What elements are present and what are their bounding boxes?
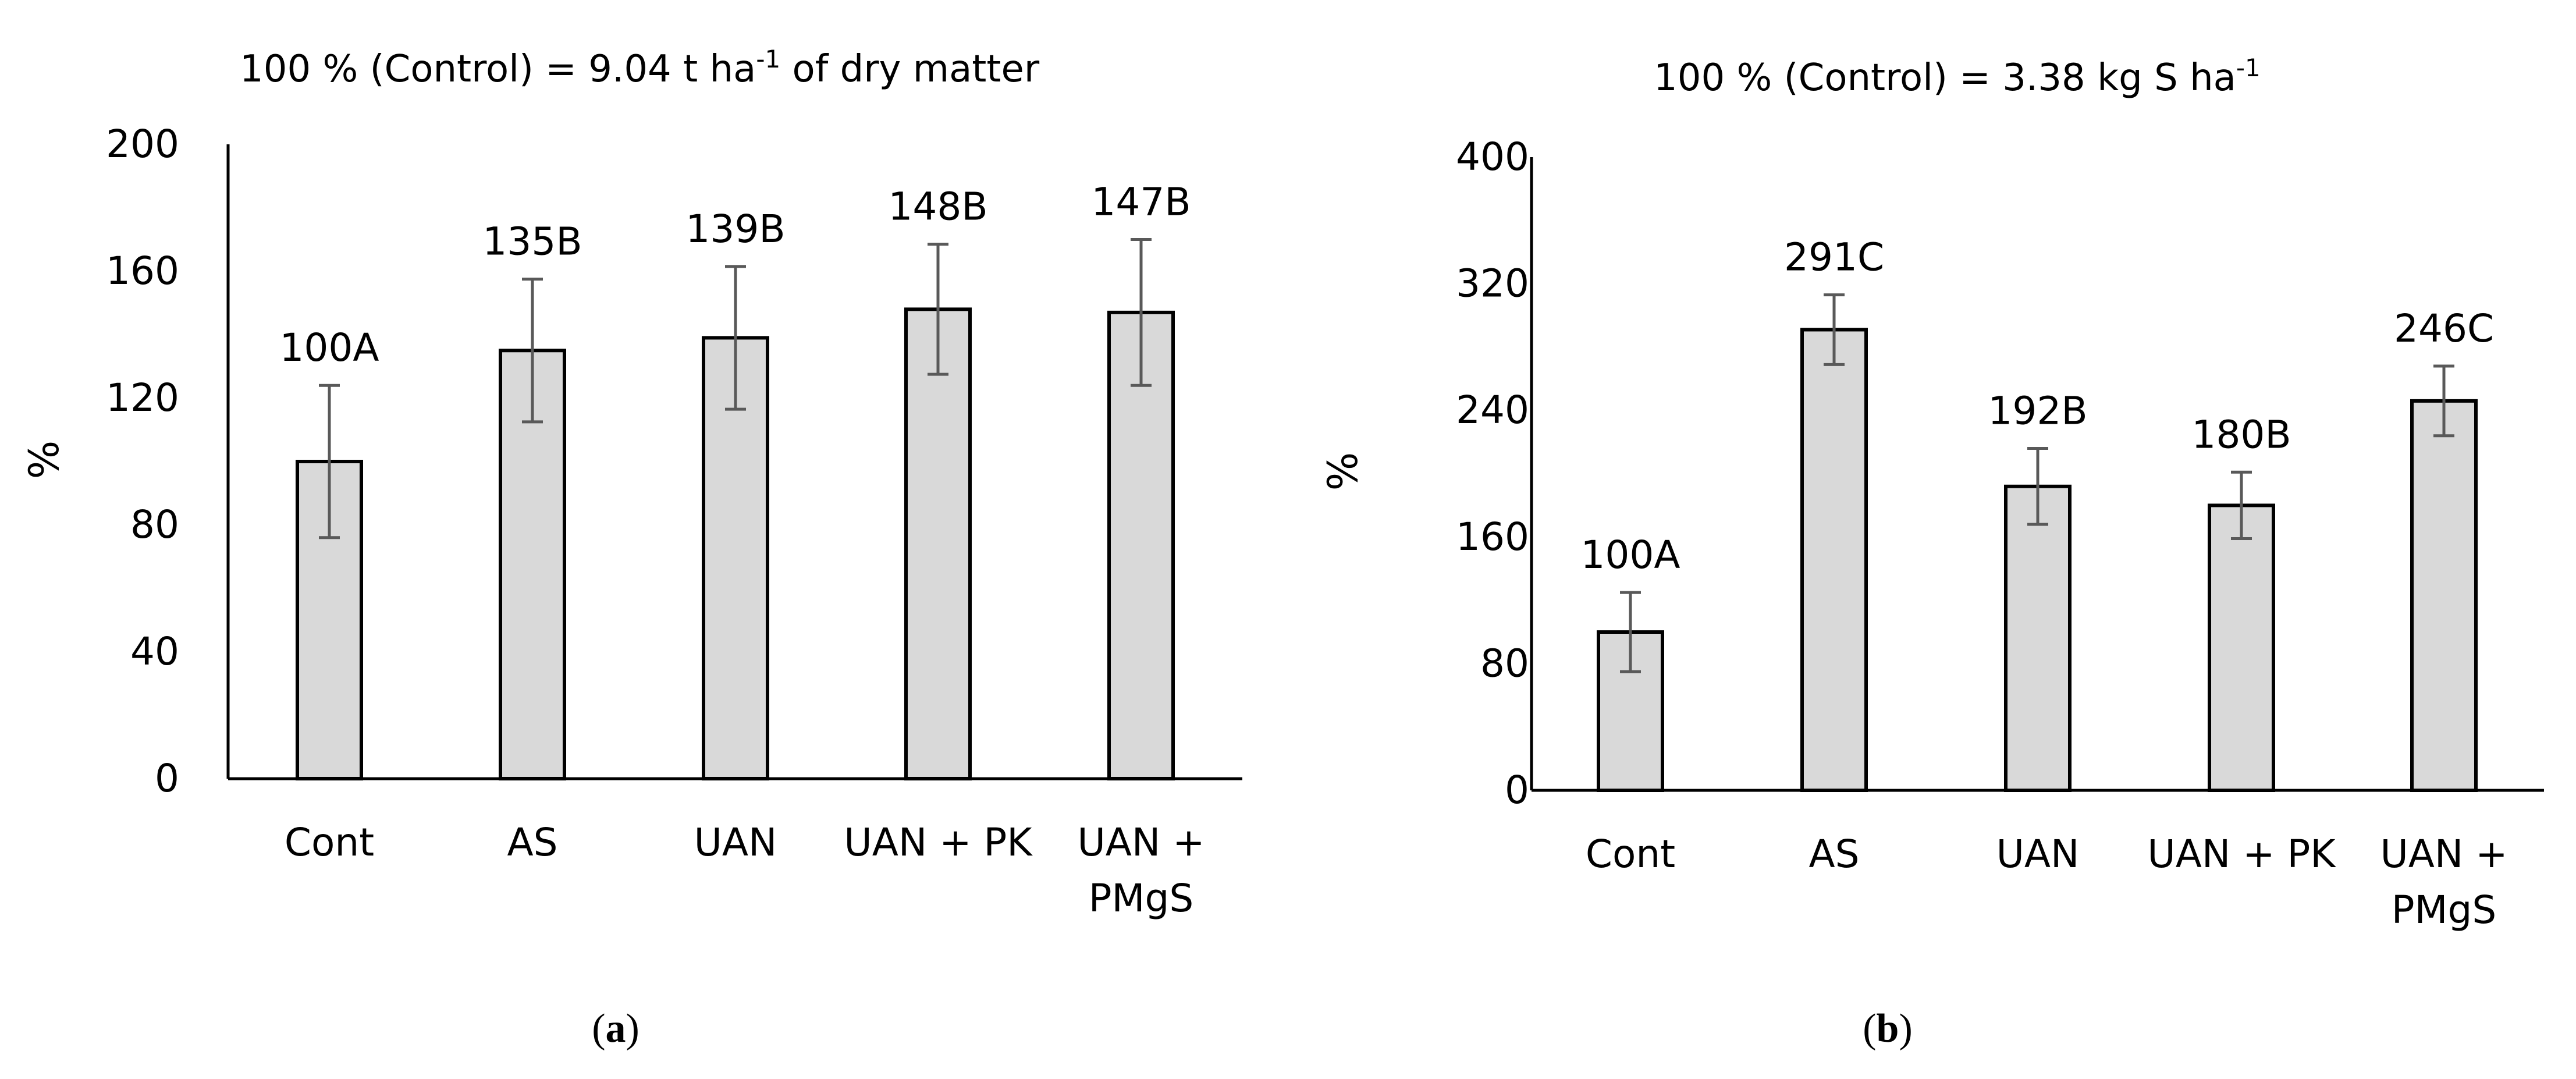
data-label: 135B [482, 219, 582, 264]
x-tick-label-line: AS [1808, 832, 1859, 876]
x-tick-label-line: UAN + PK [2147, 832, 2336, 876]
panel-label: (b) [1863, 1006, 1913, 1051]
chart-title: 100 % (Control) = 3.38 kg S ha-1 [1654, 54, 2261, 100]
bar [904, 307, 972, 780]
x-tick-label-line: UAN [1996, 832, 2080, 876]
chart-title-superscript: -1 [2236, 54, 2261, 82]
x-tick-label-line: UAN + [2380, 832, 2507, 876]
y-tick-label: 200 [106, 122, 179, 166]
x-tick-label-line: PMgS [1089, 876, 1194, 921]
x-tick-label-line: UAN + [1077, 820, 1204, 865]
chart-panel-b: 100 % (Control) = 3.38 kg S ha-1 0 80 160 24… [1319, 54, 2544, 1051]
y-tick-label: 0 [1505, 768, 1529, 812]
y-tick-label: 160 [106, 249, 179, 293]
data-label: 100A [1580, 533, 1680, 577]
y-tick-label: 160 [1456, 514, 1529, 559]
data-label: 100A [279, 325, 379, 370]
data-label: 147B [1091, 180, 1191, 225]
panel-label-open: ( [1863, 1006, 1876, 1051]
y-tick-label: 400 [1456, 134, 1529, 179]
bar [499, 349, 566, 780]
x-tick-label: AS [507, 820, 557, 865]
x-tick-label: UAN + PMgS [2380, 832, 2507, 932]
y-tick-label: 120 [106, 375, 179, 420]
chart-title-main: 100 % (Control) = 3.38 kg S ha [1654, 56, 2236, 100]
x-tick-label: Cont [1586, 832, 1675, 876]
chart-panel-a: 100 % (Control) = 9.04 t ha-1 of dry mat… [20, 45, 1242, 1051]
x-tick-label: UAN [694, 820, 777, 865]
y-tick-label: 240 [1456, 388, 1529, 432]
panel-label-open: ( [592, 1006, 605, 1051]
data-label: 139B [685, 207, 785, 251]
x-tick-label: UAN + PK [844, 820, 1033, 865]
y-tick-label: 40 [130, 629, 179, 674]
panel-label-letter: a [606, 1006, 626, 1051]
x-tick-label-line: Cont [1586, 832, 1675, 876]
chart-title-suffix: of dry matter [780, 48, 1040, 91]
y-axis-label: % [20, 441, 68, 480]
chart-title-superscript: -1 [756, 45, 780, 73]
x-tick-label-line: UAN [694, 820, 777, 865]
x-tick-label: UAN + PK [2147, 832, 2336, 876]
y-tick-label: 80 [130, 502, 179, 547]
y-tick-label: 0 [155, 756, 179, 801]
x-tick-label: UAN [1996, 832, 2080, 876]
x-tick-label: UAN + PMgS [1077, 820, 1204, 921]
bar [1107, 310, 1175, 780]
panel-label: (a) [592, 1006, 639, 1051]
x-tick-label: Cont [285, 820, 374, 865]
data-label: 246C [2394, 306, 2494, 351]
bar [2004, 484, 2072, 792]
y-tick-label: 320 [1456, 261, 1529, 306]
bar [1800, 328, 1868, 792]
x-tick-label-line: AS [507, 820, 557, 865]
y-axis-label: % [1319, 452, 1367, 491]
data-label: 148B [888, 184, 987, 229]
x-tick-label-line: Cont [285, 820, 374, 865]
chart-title-main: 100 % (Control) = 9.04 t ha [240, 48, 756, 91]
x-tick-label-line: UAN + PK [844, 820, 1033, 865]
bar [2410, 399, 2478, 792]
x-tick-label-line: PMgS [2392, 888, 2497, 932]
bar [2208, 503, 2275, 793]
data-label: 291C [1784, 235, 1884, 280]
x-tick-label: AS [1808, 832, 1859, 876]
data-label: 192B [1988, 388, 2087, 433]
y-tick-label: 80 [1480, 641, 1529, 686]
panel-label-letter: b [1877, 1006, 1899, 1051]
bar [702, 336, 769, 780]
data-label: 180B [2191, 412, 2291, 457]
chart-title: 100 % (Control) = 9.04 t ha-1 of dry mat… [240, 45, 1040, 91]
panel-label-close: ) [626, 1006, 639, 1051]
panel-label-close: ) [1899, 1006, 1912, 1051]
